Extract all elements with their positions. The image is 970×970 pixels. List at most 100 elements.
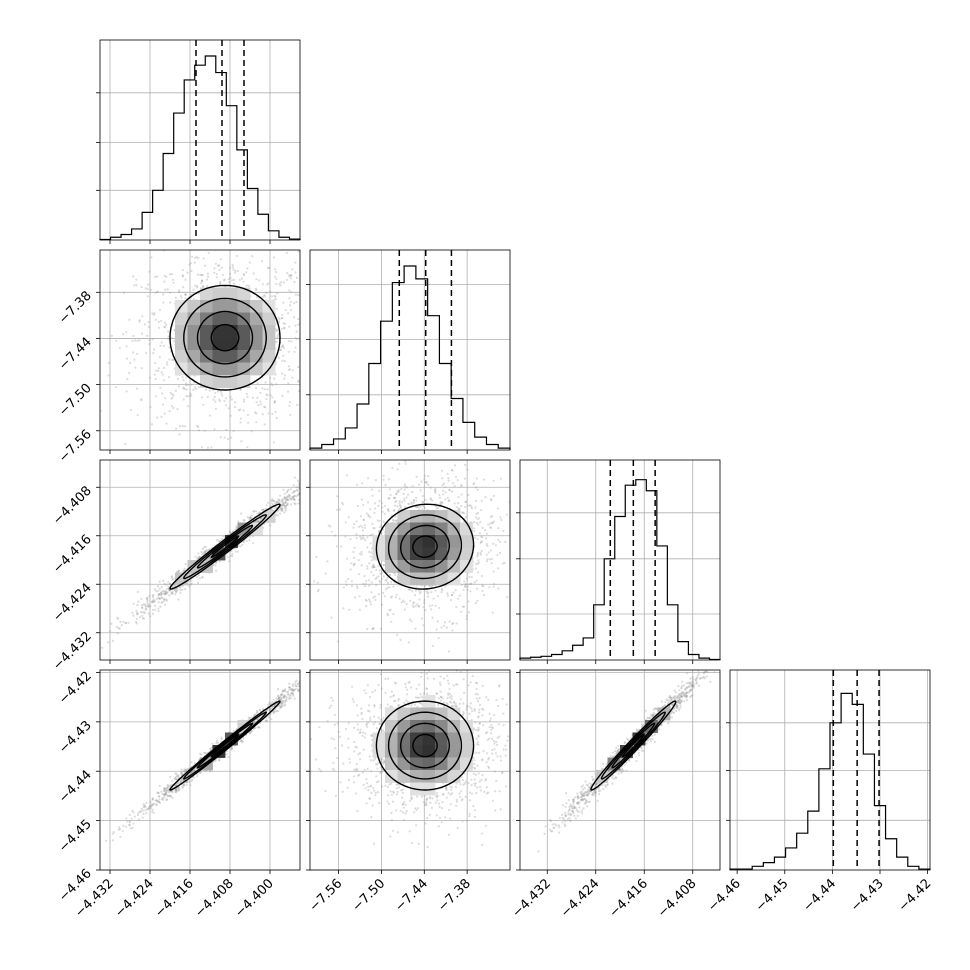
scatter-point	[408, 618, 411, 621]
scatter-point	[359, 538, 363, 541]
scatter-point	[302, 486, 304, 488]
density-cell	[250, 325, 263, 338]
scatter-point	[219, 436, 222, 439]
scatter-point	[288, 274, 291, 277]
scatter-point	[156, 799, 159, 802]
scatter-point	[306, 494, 308, 496]
scatter-point	[137, 811, 140, 815]
scatter-point	[360, 553, 363, 556]
scatter-point	[290, 691, 293, 695]
scatter-point	[247, 716, 250, 719]
scatter-point	[399, 505, 402, 508]
contour-line	[196, 524, 254, 569]
scatter-point	[139, 810, 143, 813]
scatter-point	[174, 772, 177, 775]
scatter-point	[469, 504, 472, 507]
scatter-point	[156, 275, 159, 278]
scatter-point	[166, 591, 169, 594]
scatter-point	[154, 608, 157, 611]
density-cell	[212, 337, 226, 351]
scatter-point	[275, 282, 278, 286]
scatter-point	[190, 269, 193, 273]
scatter-point	[382, 591, 385, 595]
scatter-point	[227, 556, 230, 559]
density-cell	[447, 547, 461, 561]
scatter-point	[280, 509, 283, 512]
scatter-point	[489, 526, 492, 530]
scatter-point	[358, 573, 361, 576]
density-cell	[422, 522, 436, 536]
scatter-point	[422, 606, 425, 609]
scatter-point	[272, 499, 275, 502]
scatter-point	[288, 697, 291, 701]
scatter-point	[286, 272, 289, 275]
scatter-point	[203, 546, 206, 549]
scatter-point	[134, 620, 138, 624]
scatter-point	[261, 295, 264, 298]
density-cell	[237, 337, 251, 351]
scatter-point	[182, 783, 186, 787]
density-cell	[460, 535, 473, 548]
scatter-point	[489, 522, 492, 525]
scatter-point	[375, 584, 378, 587]
scatter-point	[147, 612, 150, 615]
scatter-point	[163, 366, 166, 369]
scatter-point	[303, 681, 305, 683]
scatter-point	[287, 340, 290, 343]
scatter-point	[117, 828, 120, 831]
scatter-point	[373, 566, 376, 569]
scatter-point	[271, 499, 274, 502]
scatter-point	[227, 278, 230, 281]
scatter-point	[440, 591, 443, 594]
scatter-point	[146, 601, 149, 604]
scatter-point	[266, 245, 268, 247]
scatter-point	[468, 583, 471, 586]
scatter-point	[291, 376, 294, 379]
scatter-point	[297, 689, 300, 692]
scatter-point	[473, 482, 476, 485]
scatter-point	[184, 297, 187, 300]
scatter-point	[276, 292, 279, 295]
scatter-point	[216, 456, 218, 458]
scatter-point	[287, 350, 290, 353]
scatter-point	[320, 304, 322, 306]
scatter-point	[160, 601, 163, 604]
scatter-point	[412, 499, 415, 502]
scatter-point	[497, 567, 500, 570]
scatter-point	[446, 472, 449, 475]
scatter-point	[151, 808, 154, 811]
scatter-point	[281, 700, 284, 703]
scatter-point	[247, 421, 250, 424]
scatter-point	[393, 496, 396, 499]
scatter-point	[295, 485, 298, 488]
scatter-point	[282, 354, 285, 357]
scatter-point	[443, 621, 447, 624]
scatter-point	[446, 594, 449, 597]
scatter-point	[122, 333, 125, 336]
scatter-point	[255, 296, 258, 299]
scatter-point	[374, 577, 377, 581]
scatter-point	[200, 282, 203, 285]
scatter-point	[246, 446, 249, 449]
scatter-point	[146, 288, 149, 291]
scatter-point	[274, 270, 277, 274]
scatter-point	[411, 590, 414, 593]
density-cell	[200, 300, 213, 313]
scatter-point	[485, 532, 489, 535]
scatter-point	[286, 503, 289, 506]
scatter-point	[165, 798, 168, 801]
scatter-point	[494, 544, 497, 547]
scatter-point	[291, 692, 294, 695]
scatter-point	[470, 576, 473, 579]
scatter-point	[146, 603, 150, 606]
scatter-point	[194, 555, 197, 558]
scatter-point	[360, 564, 363, 567]
scatter-point	[176, 777, 179, 781]
scatter-point	[286, 498, 289, 501]
scatter-point	[361, 529, 365, 532]
scatter-point	[239, 545, 242, 548]
scatter-point	[241, 740, 244, 743]
scatter-point	[160, 591, 163, 594]
scatter-point	[407, 641, 410, 644]
scatter-point	[280, 693, 283, 696]
